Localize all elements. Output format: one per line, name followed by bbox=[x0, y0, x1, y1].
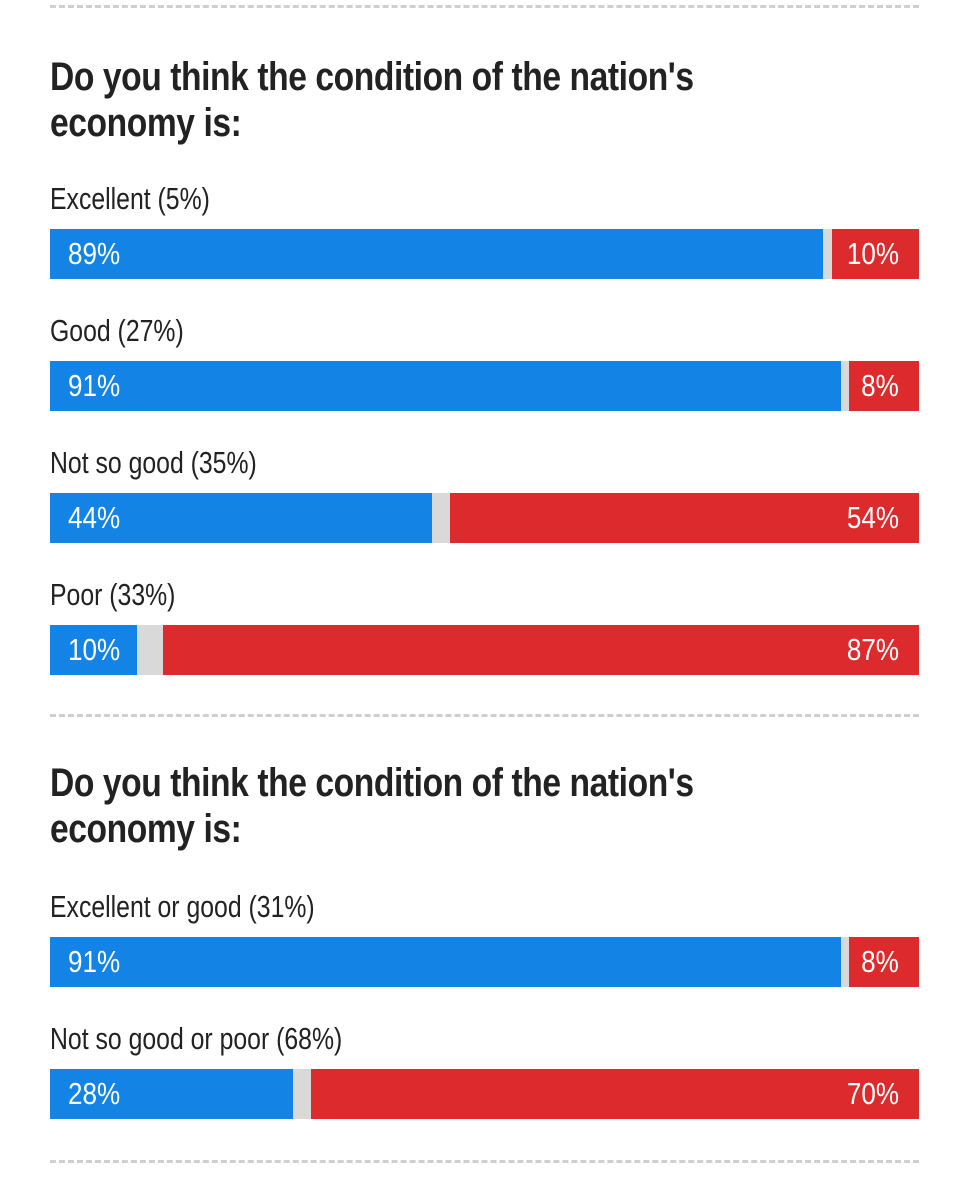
chart-1-row-1-rep-segment bbox=[832, 229, 919, 279]
chart-1-row-1-rep-value: 10% bbox=[846, 236, 899, 271]
chart-2-row-2-rep-value: 70% bbox=[846, 1076, 899, 1111]
chart-1-row-4-bar: 10% 87% bbox=[50, 625, 919, 675]
chart-2-row-2-dem-value: 28% bbox=[68, 1076, 121, 1111]
chart-1-row-2-dem-value: 91% bbox=[68, 368, 121, 403]
chart-1-title: Do you think the condition of the nation… bbox=[50, 55, 694, 145]
chart-2-row-1-rep-value: 8% bbox=[861, 944, 899, 979]
chart-1-row-1-bar: 89% 10% bbox=[50, 229, 919, 279]
chart-1-row-2-rep-segment bbox=[849, 361, 919, 411]
divider-top bbox=[50, 5, 919, 8]
divider-bottom bbox=[50, 1160, 919, 1163]
chart-1-row-3-bar: 44% 54% bbox=[50, 493, 919, 543]
chart-1-row-2-bar: 91% 8% bbox=[50, 361, 919, 411]
divider-middle bbox=[50, 714, 919, 717]
chart-2-row-2-bar: 28% 70% bbox=[50, 1069, 919, 1119]
chart-1-row-1-dem-value: 89% bbox=[68, 236, 121, 271]
chart-2-row-1-dem-segment bbox=[50, 937, 841, 987]
chart-1-row-4-dem-segment bbox=[50, 625, 137, 675]
chart-1-row-2-label: Good (27%) bbox=[50, 313, 184, 348]
chart-1-row-3-label: Not so good (35%) bbox=[50, 445, 257, 480]
chart-2-row-1-bar: 91% 8% bbox=[50, 937, 919, 987]
chart-1-row-4-label: Poor (33%) bbox=[50, 577, 176, 612]
chart-1-row-4-dem-value: 10% bbox=[68, 632, 121, 667]
chart-1-row-1-dem-segment bbox=[50, 229, 824, 279]
chart-2-row-2-rep-segment bbox=[310, 1069, 919, 1119]
chart-2-row-1-label: Excellent or good (31%) bbox=[50, 889, 315, 924]
chart-1-row-3-dem-value: 44% bbox=[68, 500, 121, 535]
chart-1-row-3-dem-segment bbox=[50, 493, 433, 543]
chart-2-row-2-dem-segment bbox=[50, 1069, 294, 1119]
chart-2-row-1-rep-segment bbox=[849, 937, 919, 987]
chart-1-row-3-rep-value: 54% bbox=[846, 500, 899, 535]
chart-1-row-1-label: Excellent (5%) bbox=[50, 181, 210, 216]
chart-1-row-4-rep-value: 87% bbox=[846, 632, 899, 667]
chart-2-row-1-dem-value: 91% bbox=[68, 944, 121, 979]
chart-2-title: Do you think the condition of the nation… bbox=[50, 761, 694, 851]
chart-1-row-2-rep-value: 8% bbox=[861, 368, 899, 403]
chart-1-row-3-rep-segment bbox=[449, 493, 919, 543]
chart-1-row-4-rep-segment bbox=[162, 625, 919, 675]
chart-2-row-2-label: Not so good or poor (68%) bbox=[50, 1021, 343, 1056]
chart-1-row-2-dem-segment bbox=[50, 361, 841, 411]
